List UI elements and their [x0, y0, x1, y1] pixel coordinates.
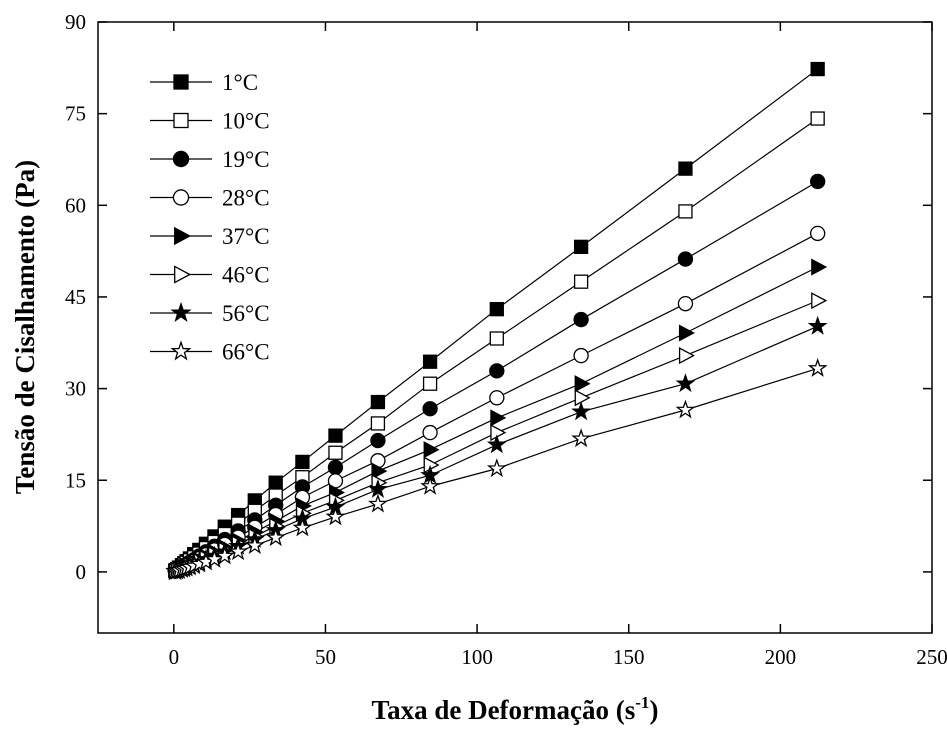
- data-point: [678, 347, 695, 365]
- y-tick-label: 0: [76, 560, 87, 584]
- data-point: [265, 527, 286, 547]
- y-tick-label: 90: [65, 10, 86, 34]
- x-tick-label: 0: [169, 645, 180, 669]
- data-point: [678, 324, 695, 342]
- data-point: [367, 478, 388, 498]
- x-tick-label: 200: [765, 645, 797, 669]
- data-point: [489, 331, 504, 346]
- data-point: [489, 302, 504, 317]
- data-point: [268, 475, 283, 490]
- data-point: [422, 424, 438, 441]
- data-point: [244, 535, 265, 555]
- data-point: [811, 292, 828, 310]
- data-point: [573, 311, 589, 328]
- data-point: [371, 462, 388, 480]
- data-point: [489, 363, 505, 379]
- data-point: [807, 358, 828, 377]
- data-point: [809, 225, 826, 242]
- data-point: [574, 389, 591, 407]
- x-axis-title-close: ): [649, 695, 658, 725]
- data-point: [490, 424, 507, 442]
- data-point: [490, 409, 507, 427]
- y-axis-title: Tensão de Cisalhamento (Pa): [10, 160, 40, 494]
- data-point: [573, 274, 589, 289]
- legend-marker: [174, 265, 192, 284]
- legend-marker: [172, 189, 190, 206]
- data-point: [678, 161, 693, 176]
- data-point: [325, 506, 346, 526]
- data-point: [292, 517, 313, 537]
- x-tick-label: 250: [916, 645, 947, 669]
- x-tick-label: 100: [461, 645, 493, 669]
- data-point: [571, 401, 592, 421]
- data-point: [811, 258, 828, 276]
- x-tick-label: 150: [613, 645, 645, 669]
- data-point: [807, 315, 828, 335]
- y-tick-label: 60: [65, 193, 86, 217]
- legend-label: 28°C: [222, 186, 270, 211]
- data-point: [328, 445, 343, 460]
- legend-label: 56°C: [222, 301, 270, 326]
- axis-ticks: 0 50 100 150 200 250 0 15 30 45 60 75 90: [65, 10, 947, 669]
- x-axis-title-superscript: -1: [635, 693, 649, 712]
- data-point: [295, 454, 310, 470]
- legend-label: 37°C: [222, 224, 270, 249]
- legend-marker: [173, 112, 189, 129]
- data-point: [422, 354, 438, 369]
- data-point: [486, 434, 507, 454]
- legend-label: 46°C: [222, 263, 270, 288]
- legend-label: 19°C: [222, 147, 270, 172]
- y-tick-label: 45: [65, 285, 86, 309]
- plot-frame: [97, 21, 933, 634]
- data-point: [370, 432, 386, 449]
- data-point: [214, 545, 235, 565]
- data-point: [370, 416, 386, 431]
- legend: 1°C 10°C 19°C 28°C 37°C 46°C 56°C 66°C: [150, 70, 270, 365]
- legend-marker: [172, 150, 190, 168]
- data-point: [422, 376, 438, 391]
- legend-marker: [170, 340, 192, 361]
- data-point: [489, 390, 505, 406]
- data-point: [571, 428, 592, 448]
- data-point: [678, 204, 693, 219]
- data-point: [675, 373, 696, 393]
- legend-label: 1°C: [222, 70, 258, 95]
- data-point: [809, 173, 826, 190]
- data-point: [370, 394, 386, 410]
- data-point: [573, 239, 589, 254]
- data-point: [327, 459, 344, 476]
- data-point: [675, 399, 696, 419]
- data-point: [486, 458, 507, 478]
- x-axis-title-main: Taxa de Deformação (s: [372, 695, 636, 725]
- data-point: [367, 493, 388, 513]
- legend-marker: [173, 74, 189, 90]
- data-point: [420, 475, 441, 495]
- data-point: [574, 375, 591, 393]
- legend-label: 66°C: [222, 340, 270, 365]
- data-point: [677, 296, 694, 312]
- data-point: [423, 441, 440, 459]
- legend-marker: [170, 301, 192, 322]
- data-point: [422, 401, 438, 417]
- data-point: [573, 347, 589, 364]
- x-axis-title: Taxa de Deformação (s-1): [372, 693, 659, 725]
- data-point: [810, 111, 825, 126]
- data-point: [810, 61, 825, 77]
- data-point: [677, 251, 694, 267]
- y-tick-label: 15: [65, 468, 86, 492]
- data-point: [328, 428, 343, 443]
- legend-marker: [174, 226, 192, 246]
- y-tick-label: 30: [65, 377, 86, 401]
- series-markers: [165, 61, 828, 580]
- y-tick-label: 75: [65, 102, 86, 126]
- data-point: [228, 541, 249, 561]
- x-tick-label: 50: [315, 645, 336, 669]
- legend-label: 10°C: [222, 109, 270, 134]
